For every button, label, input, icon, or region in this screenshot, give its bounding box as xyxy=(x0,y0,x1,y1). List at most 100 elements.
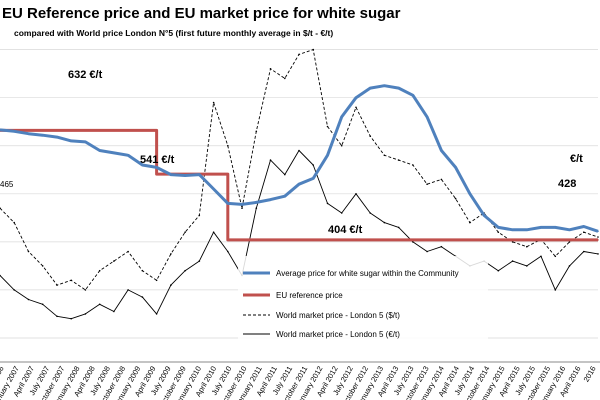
series-eu-average-point xyxy=(70,140,72,142)
series-eu-reference-point xyxy=(383,239,386,241)
series-eu-average-point xyxy=(369,87,372,89)
series-eu-average-point xyxy=(98,149,101,152)
series-world-usd-point xyxy=(212,101,215,104)
series-eu-average-point xyxy=(469,193,471,195)
series-eu-reference-point xyxy=(241,239,243,241)
series-world-usd-point xyxy=(298,53,300,56)
series-eu-average xyxy=(0,84,599,233)
series-world-usd-point xyxy=(70,279,72,282)
series-world-usd-point xyxy=(497,231,500,233)
legend-label-world-usd: World market price - London 5 ($/t) xyxy=(276,311,400,320)
series-eu-average-point xyxy=(397,87,400,89)
x-tick-label: 2016 xyxy=(582,365,598,384)
series-eu-average-point xyxy=(483,214,485,217)
series-world-eur-point xyxy=(540,255,542,258)
series-eu-reference-point xyxy=(583,239,585,241)
annotation-632: 632 €/t xyxy=(68,69,103,81)
series-world-usd-point xyxy=(597,236,599,238)
series-eu-average-point xyxy=(27,132,30,135)
series-eu-average-point xyxy=(383,84,386,87)
series-world-usd-point xyxy=(369,135,372,137)
series-eu-average-point xyxy=(0,129,1,131)
series-eu-average-point xyxy=(56,136,58,138)
series-eu-reference-point xyxy=(41,129,44,132)
series-eu-reference-point xyxy=(412,239,414,241)
series-world-usd-point xyxy=(454,197,457,200)
series-eu-reference-point xyxy=(426,239,428,241)
series-world-eur-point xyxy=(583,250,585,253)
series-eu-reference-point xyxy=(155,173,158,175)
series-eu-reference-point xyxy=(526,239,528,241)
series-world-eur-point xyxy=(56,315,58,318)
series-world-eur-point xyxy=(155,313,158,315)
annotation-541: 541 €/t xyxy=(140,154,175,166)
series-eu-reference-point xyxy=(212,173,215,175)
series-world-eur-point xyxy=(426,250,428,253)
series-eu-average-point xyxy=(454,166,457,169)
series-eu-reference-point xyxy=(84,129,87,132)
series-world-eur-point xyxy=(369,212,372,214)
series-world-usd xyxy=(0,48,599,291)
series-world-eur-point xyxy=(98,303,101,306)
series-eu-reference-point xyxy=(497,239,500,241)
series-world-eur-point xyxy=(554,289,557,291)
series-eu-average-point xyxy=(212,188,215,190)
series-world-eur-point xyxy=(312,164,315,166)
series-eu-reference-point xyxy=(440,239,443,241)
series-eu-reference-point xyxy=(355,239,357,241)
series-world-eur-point xyxy=(141,296,144,298)
series-world-eur-point xyxy=(269,159,272,161)
series-world-eur-point xyxy=(355,193,357,195)
series-eu-average-point xyxy=(597,230,599,233)
series-world-usd-point xyxy=(184,231,186,233)
series-world-usd-point xyxy=(113,260,115,262)
series-eu-average-point xyxy=(41,134,44,136)
series-world-eur-point xyxy=(440,245,443,248)
series-eu-average-point xyxy=(511,229,514,231)
series-world-usd-point xyxy=(41,265,44,267)
series-eu-average-line xyxy=(0,84,599,233)
series-world-usd-point xyxy=(284,77,286,80)
series-eu-reference-point xyxy=(284,239,286,241)
series-eu-reference-point xyxy=(70,129,72,132)
series-eu-reference-point xyxy=(369,239,372,241)
series-world-usd-point xyxy=(170,253,172,255)
series-eu-reference-point xyxy=(483,239,485,241)
series-world-usd-line xyxy=(0,49,599,291)
series-eu-average-point xyxy=(298,183,300,185)
series-eu-average-point xyxy=(184,174,186,177)
series-world-eur-point xyxy=(526,265,528,267)
series-world-usd-point xyxy=(141,269,144,272)
series-eu-average-point xyxy=(113,152,115,154)
series-world-eur-point xyxy=(255,207,258,209)
legend-box xyxy=(238,256,488,344)
series-world-usd-point xyxy=(155,279,158,282)
series-world-usd-point xyxy=(98,269,101,272)
series-world-usd-point xyxy=(56,284,58,286)
annotation-404: 404 €/t xyxy=(328,224,363,236)
series-eu-reference-point xyxy=(540,239,542,241)
series-world-eur-point xyxy=(227,250,229,253)
series-world-eur-point xyxy=(326,202,329,205)
series-world-usd-point xyxy=(397,159,400,161)
legend: Average price for white sugar within the… xyxy=(238,256,488,344)
series-world-eur-point xyxy=(597,253,599,255)
series-world-usd-point xyxy=(27,250,30,253)
series-eu-average-point xyxy=(526,229,528,231)
series-world-eur-point xyxy=(113,310,115,313)
series-world-eur-point xyxy=(212,231,215,233)
series-eu-reference-point xyxy=(127,129,129,132)
series-world-usd-point xyxy=(227,144,229,147)
series-eu-average-point xyxy=(227,202,229,205)
annotation-465: 465 xyxy=(0,180,14,189)
series-eu-average-point xyxy=(340,116,343,118)
series-world-usd-point xyxy=(198,214,201,217)
series-world-usd-point xyxy=(127,250,129,253)
series-world-usd-point xyxy=(469,221,471,224)
series-world-usd-point xyxy=(568,241,571,243)
series-world-usd-point xyxy=(312,48,315,51)
series-eu-reference-point xyxy=(255,239,258,241)
series-eu-average-point xyxy=(241,203,243,206)
series-world-eur-point xyxy=(13,289,15,291)
